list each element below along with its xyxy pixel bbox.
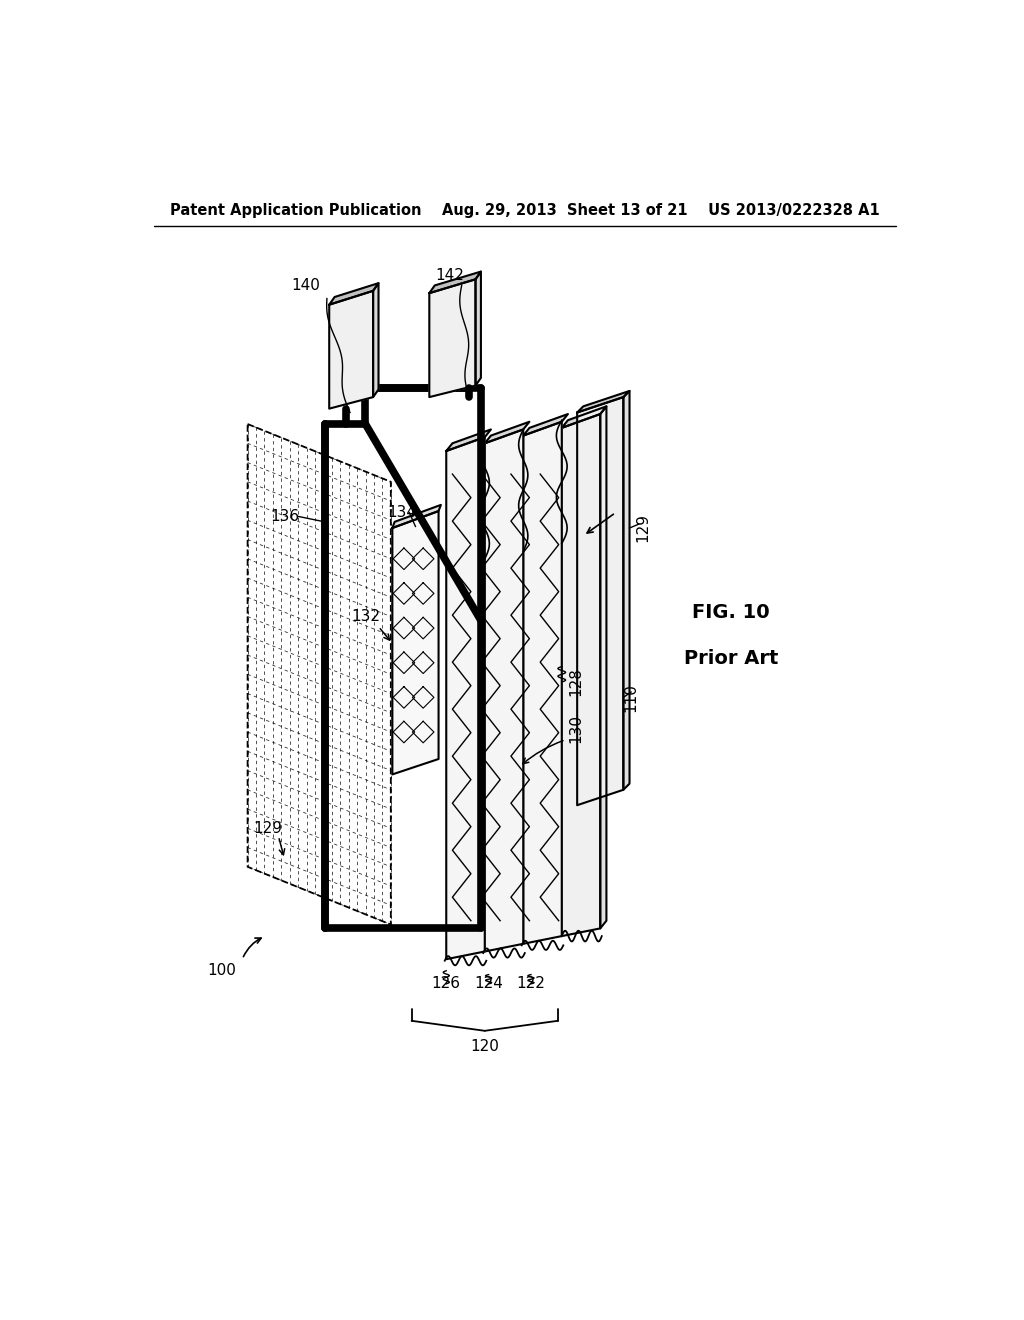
Polygon shape [484, 429, 523, 952]
Polygon shape [523, 414, 568, 436]
Polygon shape [429, 280, 475, 397]
Text: 140: 140 [292, 279, 321, 293]
Polygon shape [600, 407, 606, 928]
Text: 122: 122 [516, 977, 546, 991]
Polygon shape [373, 284, 379, 397]
Polygon shape [562, 407, 606, 428]
Polygon shape [330, 284, 379, 305]
Text: 110: 110 [624, 682, 639, 711]
Text: Prior Art: Prior Art [684, 649, 778, 668]
Polygon shape [446, 429, 490, 451]
Text: 134: 134 [387, 506, 416, 520]
Text: 136: 136 [270, 510, 299, 524]
Text: 142: 142 [435, 268, 465, 282]
Polygon shape [523, 422, 562, 944]
Polygon shape [330, 290, 373, 409]
Text: 132: 132 [351, 609, 380, 624]
Text: 129: 129 [253, 821, 283, 836]
Text: 124: 124 [474, 977, 503, 991]
Text: 120: 120 [470, 1039, 499, 1053]
Text: FIG. 10: FIG. 10 [692, 603, 770, 622]
Polygon shape [624, 391, 630, 789]
Text: 129: 129 [635, 513, 650, 543]
Polygon shape [578, 391, 630, 412]
Polygon shape [475, 272, 481, 385]
Polygon shape [484, 422, 529, 444]
Polygon shape [392, 506, 441, 528]
Text: 130: 130 [568, 714, 583, 743]
Text: 128: 128 [568, 668, 583, 697]
Polygon shape [392, 511, 438, 775]
Text: Patent Application Publication    Aug. 29, 2013  Sheet 13 of 21    US 2013/02223: Patent Application Publication Aug. 29, … [170, 203, 880, 218]
Polygon shape [429, 272, 481, 293]
Polygon shape [578, 397, 624, 805]
Text: 126: 126 [432, 977, 461, 991]
Polygon shape [446, 437, 484, 960]
Polygon shape [562, 414, 600, 936]
Text: 100: 100 [207, 964, 236, 978]
